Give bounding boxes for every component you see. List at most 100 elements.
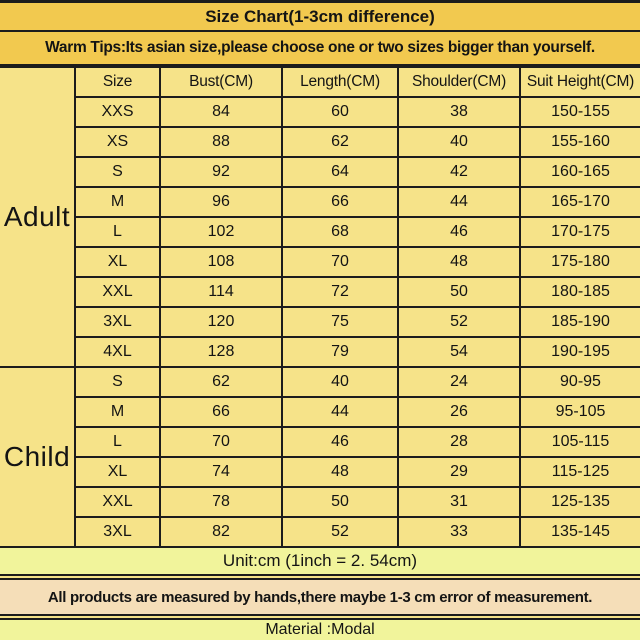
cell-shoulder: 31 xyxy=(397,486,521,518)
cell-length: 40 xyxy=(281,366,399,398)
cell-bust: 62 xyxy=(159,366,283,398)
cell-shoulder: 50 xyxy=(397,276,521,308)
cell-length: 75 xyxy=(281,306,399,338)
cell-shoulder: 42 xyxy=(397,156,521,188)
table-row: S 92 64 42 160-165 xyxy=(0,156,640,188)
cell-bust: 120 xyxy=(159,306,283,338)
cell-bust: 82 xyxy=(159,516,283,548)
cell-size: XL xyxy=(74,246,161,278)
table-row: 4XL 128 79 54 190-195 xyxy=(0,336,640,368)
table-row: L 102 68 46 170-175 xyxy=(0,216,640,248)
cell-shoulder: 28 xyxy=(397,426,521,458)
cell-size: 3XL xyxy=(74,306,161,338)
cell-bust: 74 xyxy=(159,456,283,488)
cell-length: 50 xyxy=(281,486,399,518)
cell-shoulder: 29 xyxy=(397,456,521,488)
warm-tips-text: Warm Tips:Its asian size,please choose o… xyxy=(45,39,595,56)
cell-bust: 84 xyxy=(159,96,283,128)
cell-shoulder: 33 xyxy=(397,516,521,548)
cell-suit-height: 165-170 xyxy=(519,186,640,218)
cell-shoulder: 44 xyxy=(397,186,521,218)
table-header-row: Adult Size Bust(CM) Length(CM) Shoulder(… xyxy=(0,66,640,368)
column-header-size: Size xyxy=(74,66,161,98)
table-row: 3XL 82 52 33 135-145 xyxy=(0,516,640,548)
size-table: Adult Size Bust(CM) Length(CM) Shoulder(… xyxy=(0,66,640,548)
table-row: XS 88 62 40 155-160 xyxy=(0,126,640,158)
table-row: XL 108 70 48 175-180 xyxy=(0,246,640,278)
cell-size: XS xyxy=(74,126,161,158)
cell-shoulder: 54 xyxy=(397,336,521,368)
table-row: XXL 78 50 31 125-135 xyxy=(0,486,640,518)
cell-length: 52 xyxy=(281,516,399,548)
table-row: XL 74 48 29 115-125 xyxy=(0,456,640,488)
measurement-note-text: All products are measured by hands,there… xyxy=(47,588,593,606)
cell-suit-height: 190-195 xyxy=(519,336,640,368)
warm-tips-banner: Warm Tips:Its asian size,please choose o… xyxy=(0,32,640,66)
cell-length: 62 xyxy=(281,126,399,158)
cell-length: 60 xyxy=(281,96,399,128)
cell-suit-height: 115-125 xyxy=(519,456,640,488)
cell-bust: 66 xyxy=(159,396,283,428)
cell-size: M xyxy=(74,396,161,428)
group-label-child: Child xyxy=(0,366,76,548)
cell-suit-height: 175-180 xyxy=(519,246,640,278)
cell-size: 4XL xyxy=(74,336,161,368)
cell-size: S xyxy=(74,366,161,398)
column-header-length: Length(CM) xyxy=(281,66,399,98)
cell-size: XXL xyxy=(74,486,161,518)
cell-shoulder: 24 xyxy=(397,366,521,398)
cell-suit-height: 185-190 xyxy=(519,306,640,338)
cell-shoulder: 26 xyxy=(397,396,521,428)
cell-suit-height: 95-105 xyxy=(519,396,640,428)
cell-shoulder: 38 xyxy=(397,96,521,128)
cell-length: 48 xyxy=(281,456,399,488)
unit-note: Unit:cm (1inch = 2. 54cm) xyxy=(0,548,640,576)
cell-shoulder: 52 xyxy=(397,306,521,338)
cell-suit-height: 170-175 xyxy=(519,216,640,248)
cell-length: 70 xyxy=(281,246,399,278)
cell-suit-height: 125-135 xyxy=(519,486,640,518)
cell-shoulder: 46 xyxy=(397,216,521,248)
measurement-note: All products are measured by hands,there… xyxy=(0,578,640,616)
cell-size: L xyxy=(74,426,161,458)
page-title-text: Size Chart(1-3cm difference) xyxy=(205,6,435,26)
cell-bust: 78 xyxy=(159,486,283,518)
column-header-bust: Bust(CM) xyxy=(159,66,283,98)
table-row: L 70 46 28 105-115 xyxy=(0,426,640,458)
column-header-suit-height: Suit Height(CM) xyxy=(519,66,640,98)
cell-suit-height: 180-185 xyxy=(519,276,640,308)
cell-bust: 102 xyxy=(159,216,283,248)
cell-size: XXS xyxy=(74,96,161,128)
cell-bust: 70 xyxy=(159,426,283,458)
cell-suit-height: 155-160 xyxy=(519,126,640,158)
cell-size: 3XL xyxy=(74,516,161,548)
cell-size: L xyxy=(74,216,161,248)
cell-bust: 128 xyxy=(159,336,283,368)
cell-shoulder: 48 xyxy=(397,246,521,278)
cell-size: S xyxy=(74,156,161,188)
cell-bust: 92 xyxy=(159,156,283,188)
cell-suit-height: 150-155 xyxy=(519,96,640,128)
cell-suit-height: 105-115 xyxy=(519,426,640,458)
cell-shoulder: 40 xyxy=(397,126,521,158)
column-header-shoulder: Shoulder(CM) xyxy=(397,66,521,98)
material-note-text: Material :Modal xyxy=(265,621,375,638)
material-note: Material :Modal xyxy=(0,618,640,640)
cell-size: XL xyxy=(74,456,161,488)
cell-bust: 114 xyxy=(159,276,283,308)
unit-note-text: Unit:cm (1inch = 2. 54cm) xyxy=(222,551,418,570)
table-row: 3XL 120 75 52 185-190 xyxy=(0,306,640,338)
cell-suit-height: 90-95 xyxy=(519,366,640,398)
group-label-adult: Adult xyxy=(0,66,76,368)
table-row: Child S 62 40 24 90-95 xyxy=(0,366,640,548)
cell-length: 68 xyxy=(281,216,399,248)
cell-length: 46 xyxy=(281,426,399,458)
cell-bust: 88 xyxy=(159,126,283,158)
table-row: M 96 66 44 165-170 xyxy=(0,186,640,218)
cell-size: XXL xyxy=(74,276,161,308)
cell-bust: 108 xyxy=(159,246,283,278)
cell-length: 66 xyxy=(281,186,399,218)
page-title: Size Chart(1-3cm difference) xyxy=(0,3,640,32)
table-row: XXL 114 72 50 180-185 xyxy=(0,276,640,308)
